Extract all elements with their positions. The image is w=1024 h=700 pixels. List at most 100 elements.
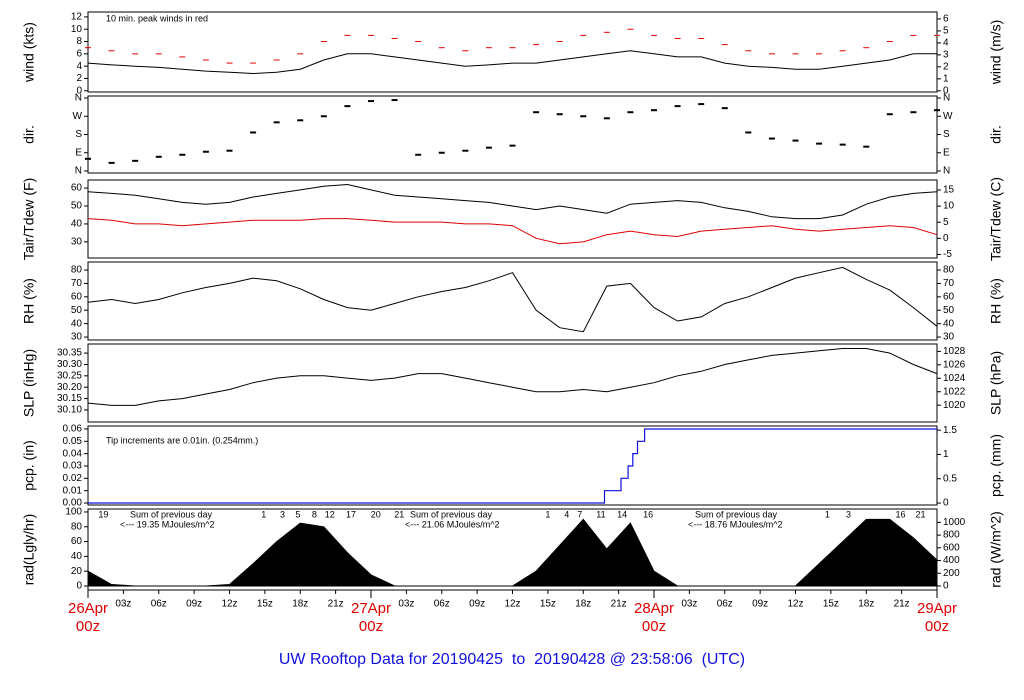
y-tick-label: 40 (71, 318, 83, 329)
y-axis-label: pcp. (in) (21, 440, 37, 491)
x-tick-label: 21z (328, 599, 344, 610)
y-axis-label: wind (kts) (21, 22, 37, 83)
y2-tick-label: 800 (943, 530, 960, 541)
y2-tick-label: 200 (943, 568, 960, 579)
panel-frame (87, 95, 938, 174)
hour-mark: 3 (280, 509, 285, 519)
y2-axis-label: Tair/Tdew (C) (988, 177, 1004, 261)
y-axis-label: dir. (21, 125, 37, 144)
y2-tick-label: 1 (943, 449, 949, 460)
y2-tick-label: 5 (943, 217, 949, 228)
y-tick-label: 30 (71, 237, 83, 248)
y-tick-label: 60 (71, 183, 83, 194)
y-tick-label: 10 (71, 24, 83, 35)
y2-axis-label: SLP (hPa) (988, 351, 1004, 415)
date-hour-label: 00z (925, 618, 949, 635)
y2-tick-label: 1026 (943, 359, 966, 370)
x-tick-label: 15z (823, 599, 839, 610)
y2-tick-label: 80 (943, 265, 955, 276)
y-tick-label: N (75, 93, 82, 104)
date-hour-label: 00z (359, 618, 383, 635)
hour-mark: 1 (261, 509, 266, 519)
x-tick-label: 09z (469, 599, 485, 610)
y-tick-label: 20 (71, 566, 83, 577)
y2-tick-label: 6 (943, 14, 949, 25)
x-tick-label: 03z (398, 599, 414, 610)
y-tick-label: 40 (71, 219, 83, 230)
y-tick-label: W (73, 111, 83, 122)
hour-mark: 21 (394, 509, 404, 519)
y2-axis-label: wind (m/s) (988, 20, 1004, 86)
x-tick-label: 06z (717, 599, 733, 610)
x-tick-label: 12z (787, 599, 803, 610)
y-tick-label: 50 (71, 201, 83, 212)
radiation-sum: <--- 19.35 MJoules/m^2 (120, 519, 215, 529)
radiation-sum: <--- 18.76 MJoules/m^2 (688, 519, 783, 529)
y-tick-label: 0.02 (63, 473, 83, 484)
y-tick-label: 30.25 (57, 370, 82, 381)
y-tick-label: 0.04 (63, 448, 83, 459)
x-tick-label: 15z (540, 599, 556, 610)
y2-tick-label: W (943, 111, 953, 122)
y-tick-label: 30.30 (57, 359, 82, 370)
y2-tick-label: 40 (943, 318, 955, 329)
date-label: 27Apr (351, 600, 391, 617)
y2-axis-label: dir. (988, 125, 1004, 144)
y-tick-label: 12 (71, 12, 83, 23)
hour-mark: 21 (915, 509, 925, 519)
panel-note: Tip increments are 0.01in. (0.254mm.) (106, 435, 258, 445)
hour-mark: 3 (846, 509, 851, 519)
y-tick-label: 30.35 (57, 348, 82, 359)
panel-note: 10 min. peak winds in red (106, 13, 208, 23)
y2-tick-label: 1024 (943, 373, 966, 384)
y2-tick-label: -5 (943, 249, 952, 260)
series-line (87, 266, 938, 333)
y2-tick-label: 1020 (943, 400, 966, 411)
y2-tick-label: 0.5 (943, 473, 957, 484)
y2-axis-label: RH (%) (988, 278, 1004, 324)
x-tick-label: 03z (115, 599, 131, 610)
x-tick-label: 09z (186, 599, 202, 610)
y2-tick-label: 10 (943, 201, 955, 212)
y-tick-label: 80 (71, 265, 83, 276)
panel-frame (87, 343, 938, 423)
y2-tick-label: 0 (943, 233, 949, 244)
hour-mark: 16 (895, 509, 905, 519)
hour-mark: 11 (596, 509, 605, 519)
date-hour-label: 00z (76, 618, 100, 635)
y-tick-label: 0.01 (63, 485, 83, 496)
y2-tick-label: 30 (943, 332, 955, 343)
y-tick-label: 100 (65, 507, 82, 518)
y-tick-label: 0.05 (63, 436, 83, 447)
date-label: 26Apr (68, 600, 108, 617)
y2-axis-label: rad (W/m^2) (988, 511, 1004, 588)
x-tick-label: 12z (504, 599, 520, 610)
y-tick-label: 0.06 (63, 424, 83, 435)
y-tick-label: 2 (76, 73, 82, 84)
y-tick-label: N (75, 166, 82, 177)
x-tick-label: 03z (681, 599, 697, 610)
y2-tick-label: N (943, 93, 950, 104)
hour-mark: 12 (325, 509, 335, 519)
y-tick-label: 70 (71, 278, 83, 289)
y2-tick-label: 400 (943, 555, 960, 566)
y-tick-label: 80 (71, 521, 83, 532)
date-label: 29Apr (917, 600, 957, 617)
y2-tick-label: 60 (943, 291, 955, 302)
series-line (87, 218, 938, 245)
y-tick-label: 30.10 (57, 405, 82, 416)
series-line (87, 183, 938, 220)
x-tick-label: 18z (575, 599, 591, 610)
date-label: 28Apr (634, 600, 674, 617)
radiation-sum-title: Sum of previous day (695, 509, 778, 519)
y2-tick-label: E (943, 147, 950, 158)
x-tick-label: 18z (292, 599, 308, 610)
radiation-sum: <--- 21.06 MJoules/m^2 (405, 519, 500, 529)
y-tick-label: 6 (76, 48, 82, 59)
y2-tick-label: 70 (943, 278, 955, 289)
y-axis-label: SLP (inHg) (21, 349, 37, 417)
x-tick-label: 21z (894, 599, 910, 610)
y-tick-label: 40 (71, 551, 83, 562)
hour-mark: 17 (346, 509, 356, 519)
